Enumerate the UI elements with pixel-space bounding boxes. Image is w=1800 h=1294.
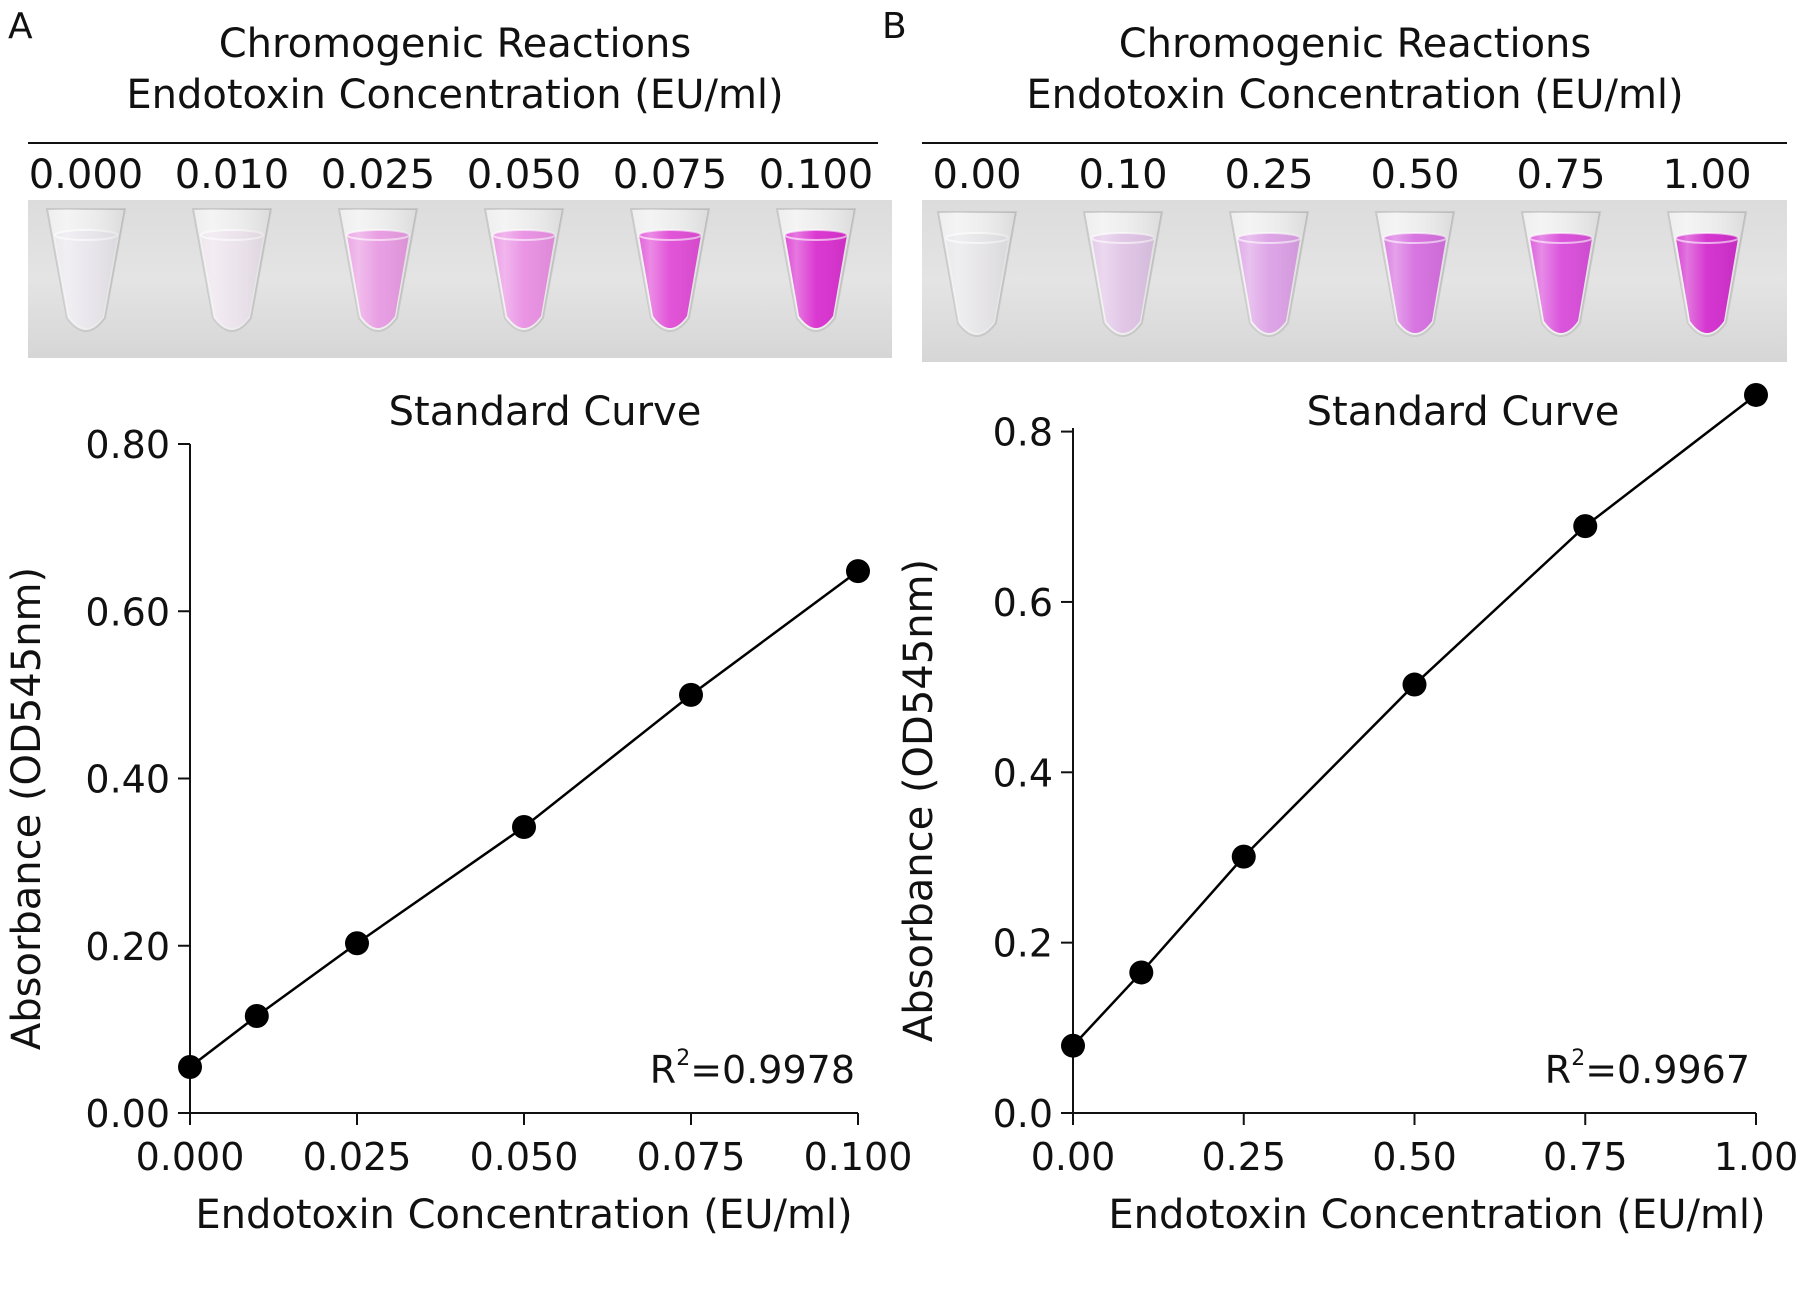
y-tick-label: 0.00 (85, 1092, 170, 1136)
tube (1228, 211, 1310, 337)
y-axis-label: Absorbance (OD545nm) (4, 567, 50, 1050)
series-line (1072, 393, 1757, 1047)
tube-shine (631, 209, 709, 331)
tube (629, 208, 711, 332)
y-tick-label: 0.6 (993, 581, 1053, 625)
x-tick-label: 1.00 (1714, 1135, 1799, 1179)
tube-shine (193, 209, 271, 331)
tube (775, 208, 857, 332)
tube-shine (339, 209, 417, 331)
tube-shine (47, 209, 125, 331)
tube (1666, 211, 1748, 337)
chart-a-r2-annotation: R2=0.9978 (650, 1046, 855, 1092)
data-point (1744, 382, 1768, 407)
data-point (1402, 672, 1427, 697)
data-point (1061, 1033, 1085, 1058)
y-tick-label: 0.60 (85, 590, 170, 634)
x-axis-label: Endotoxin Concentration (EU/ml) (195, 1192, 852, 1238)
tube (936, 211, 1018, 337)
tube-shine (1230, 212, 1308, 336)
tube (483, 208, 565, 332)
series-line (189, 570, 859, 1068)
panel-a-tube-photo (28, 200, 892, 358)
x-tick-label: 0.075 (637, 1135, 746, 1179)
panel-b-tube-labels: 0.00 0.10 0.25 0.50 0.75 1.00 (932, 152, 1751, 198)
panel-a-header-line1: Chromogenic Reactions (219, 21, 692, 67)
tube-shine (1084, 212, 1162, 336)
chart-a: 0.00 0.20 0.40 0.60 0.80 0.000 0.025 0.050 0.075… (4, 423, 912, 1238)
tube (1082, 211, 1164, 337)
x-tick-label: 0.025 (303, 1135, 412, 1179)
y-tick-label: 0.80 (85, 423, 170, 467)
data-point (846, 559, 870, 584)
y-tick-label: 0.2 (993, 922, 1053, 966)
tube (45, 208, 127, 332)
y-tick-label: 0.8 (993, 411, 1053, 455)
panel-b-header-line2: Endotoxin Concentration (EU/ml) (1026, 72, 1683, 118)
tube-label: 0.75 (1516, 152, 1605, 198)
x-tick-label: 0.50 (1372, 1135, 1457, 1179)
x-tick-label: 0.000 (136, 1135, 245, 1179)
panel-b-plot-title: Standard Curve (1307, 389, 1620, 435)
tube-label: 0.25 (1224, 152, 1313, 198)
tube-shine (777, 209, 855, 331)
tube-label: 0.100 (759, 152, 874, 198)
chart-b-r2-annotation: R2=0.9967 (1545, 1046, 1750, 1092)
x-tick-label: 0.75 (1543, 1135, 1628, 1179)
tube-label: 0.50 (1370, 152, 1459, 198)
panel-a: A Chromogenic Reactions Endotoxin Concen… (4, 6, 912, 1238)
tube-shine (1376, 212, 1454, 336)
x-tick-label: 0.100 (804, 1135, 913, 1179)
tube-label: 0.010 (175, 152, 290, 198)
panel-a-plot-title: Standard Curve (389, 389, 702, 435)
tube (337, 208, 419, 332)
data-point (679, 682, 703, 707)
tube (191, 208, 273, 332)
panel-a-label: A (8, 6, 33, 47)
panel-b-header-line1: Chromogenic Reactions (1119, 21, 1592, 67)
x-tick-label: 0.00 (1031, 1135, 1116, 1179)
data-point (1231, 844, 1256, 869)
tube-shine (1522, 212, 1600, 336)
x-tick-label: 0.25 (1201, 1135, 1286, 1179)
x-axis-label: Endotoxin Concentration (EU/ml) (1108, 1192, 1765, 1238)
chart-b: 0.0 0.2 0.4 0.6 0.8 0.00 0.25 0.50 0.75 1.00 Endot… (896, 382, 1799, 1238)
tube (1374, 211, 1456, 337)
tube-label: 0.10 (1078, 152, 1167, 198)
data-point (345, 931, 369, 956)
tube-shine (485, 209, 563, 331)
tube-label: 0.025 (321, 152, 436, 198)
panel-b-photo-background (922, 200, 1787, 362)
panel-a-tube-labels: 0.000 0.010 0.025 0.050 0.075 0.100 (29, 152, 874, 198)
y-tick-label: 0.20 (85, 925, 170, 969)
tube-label: 0.000 (29, 152, 144, 198)
data-point (1129, 960, 1154, 985)
data-point (244, 1003, 269, 1028)
panel-a-header-line2: Endotoxin Concentration (EU/ml) (126, 72, 783, 118)
data-point (178, 1055, 202, 1080)
tube-label: 0.050 (467, 152, 582, 198)
tube-label: 0.075 (613, 152, 728, 198)
tube-shine (938, 212, 1016, 336)
panel-b-label: B (882, 6, 907, 47)
tube-label: 0.00 (932, 152, 1021, 198)
panel-b: B Chromogenic Reactions Endotoxin Concen… (882, 6, 1798, 1238)
y-tick-label: 0.4 (993, 751, 1053, 795)
x-tick-label: 0.050 (470, 1135, 579, 1179)
y-axis-label: Absorbance (OD545nm) (896, 559, 942, 1042)
tube (1520, 211, 1602, 337)
y-tick-label: 0.40 (85, 758, 170, 802)
panel-a-photo-background (28, 200, 892, 358)
data-point (1573, 514, 1598, 539)
tube-label: 1.00 (1662, 152, 1751, 198)
tube-shine (1668, 212, 1746, 336)
data-point (512, 815, 536, 840)
y-tick-label: 0.0 (993, 1092, 1053, 1136)
panel-b-tube-photo (922, 200, 1787, 362)
